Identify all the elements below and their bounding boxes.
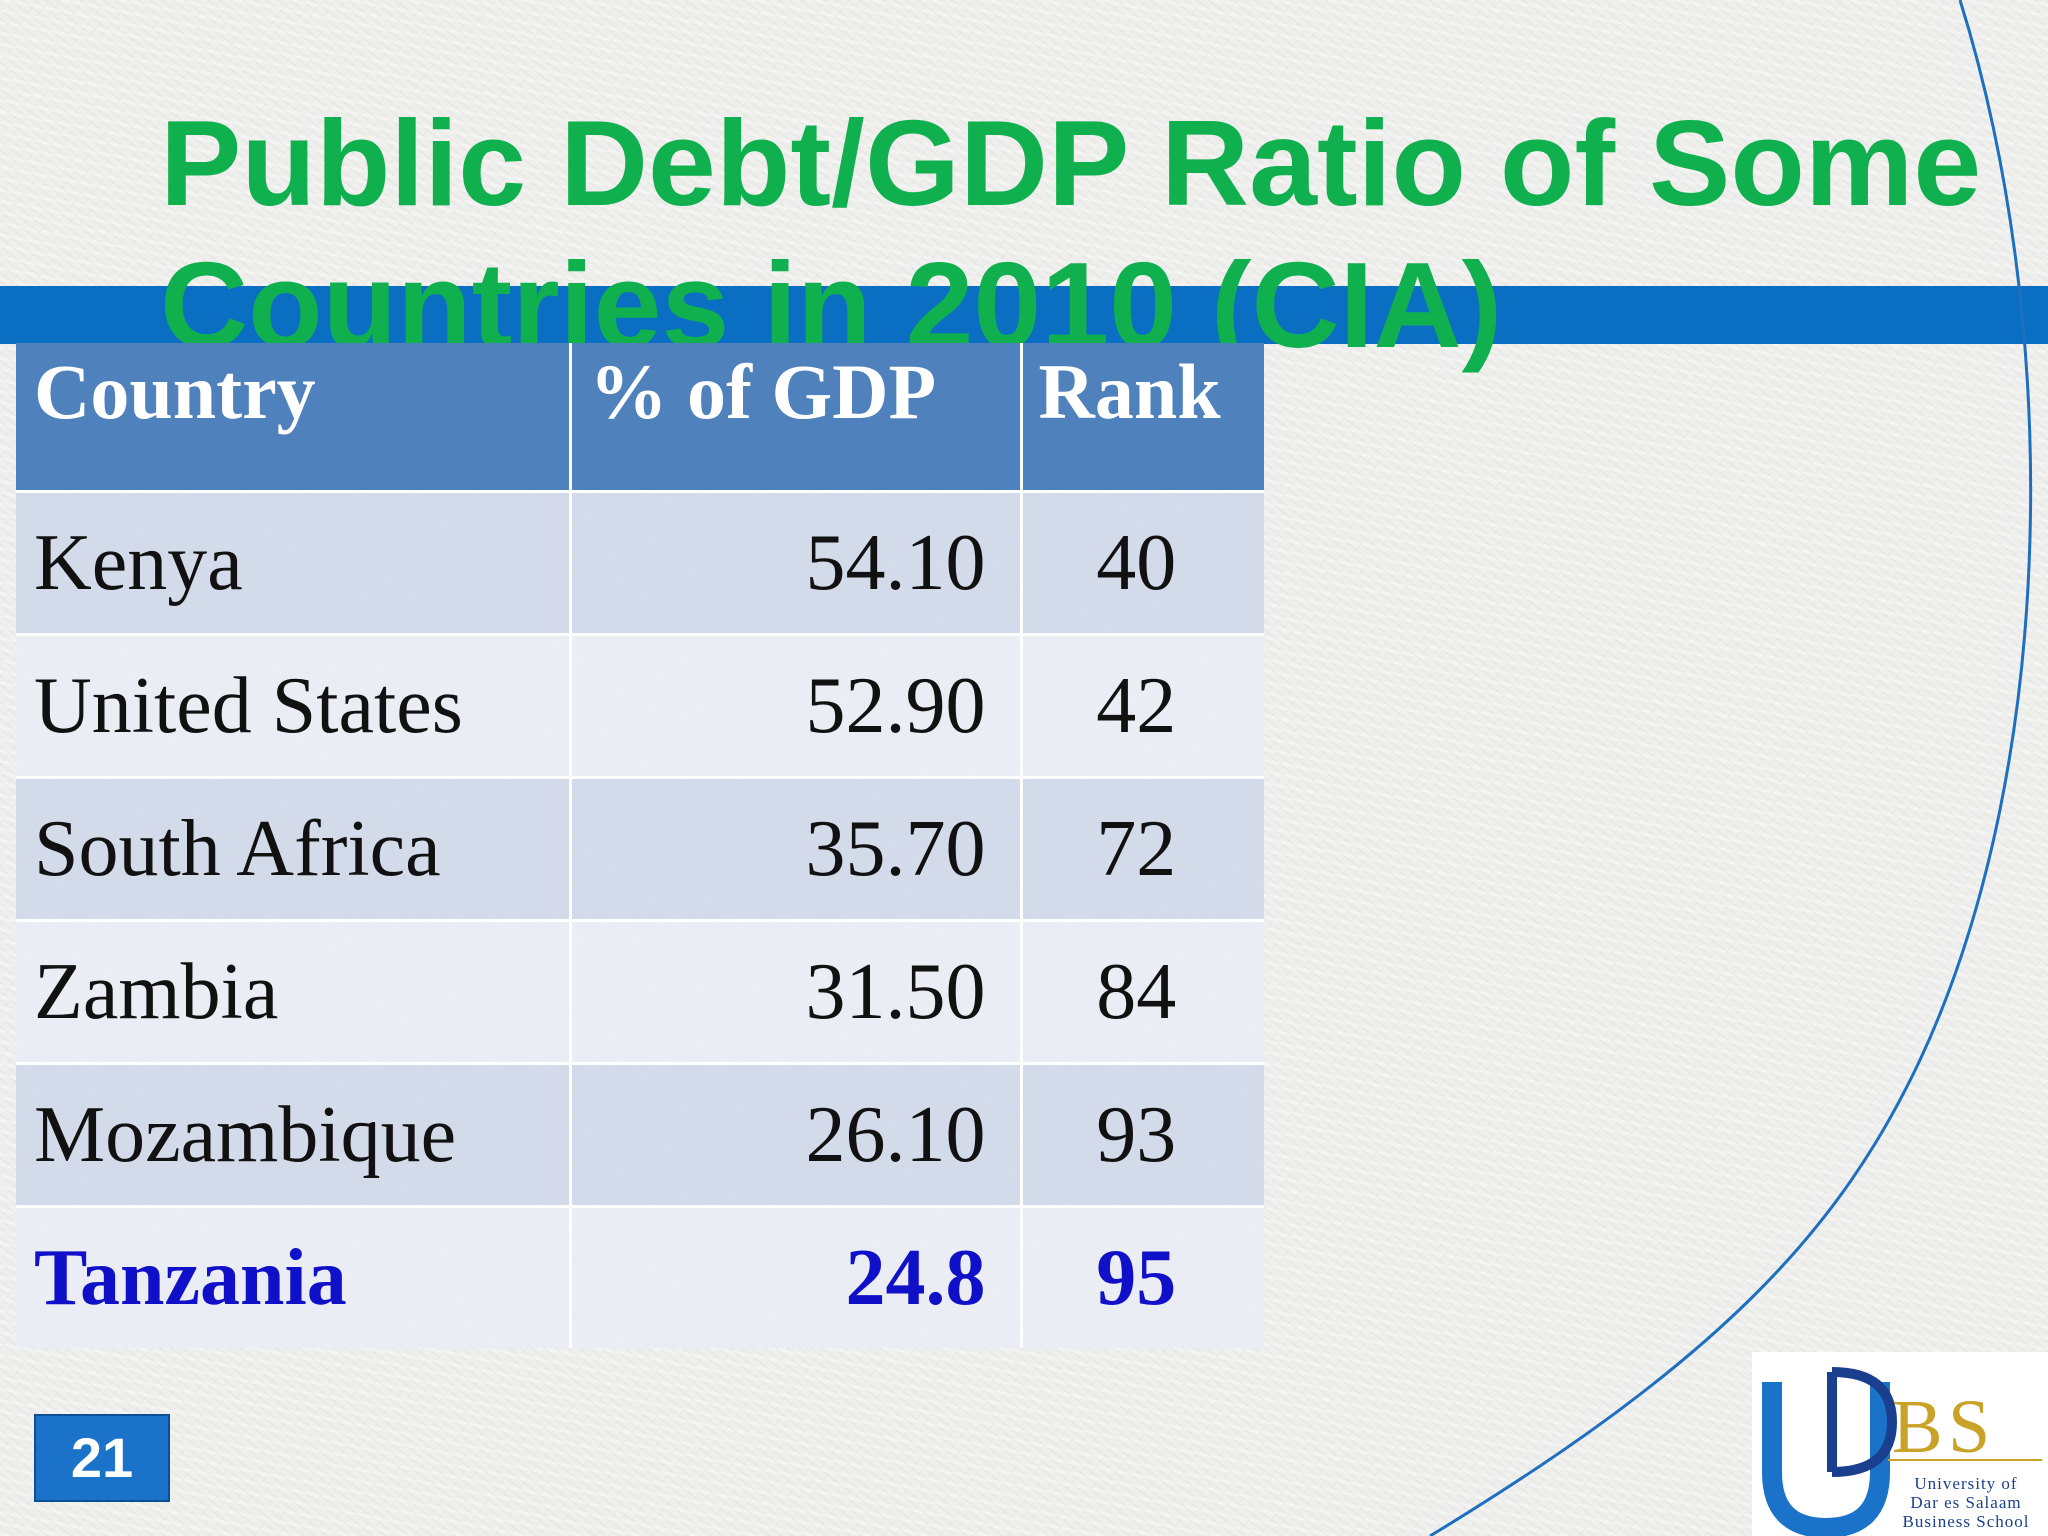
rank-cell: 42 [1021,633,1264,778]
pct-gdp-cell: 54.10 [570,490,1023,635]
table-row: Kenya 54.10 40 [16,490,1264,635]
rank-cell: 93 [1021,1062,1264,1207]
country-cell: Kenya [16,490,572,635]
country-cell: South Africa [16,776,572,921]
rank-cell: 95 [1021,1205,1264,1348]
country-cell: United States [16,633,572,778]
slide-number-badge: 21 [34,1414,170,1502]
column-header-pct-gdp: % of GDP [570,343,1023,492]
debt-table: Country % of GDP Rank Kenya 54.10 40 Uni… [16,343,1264,1348]
rank-cell: 84 [1021,919,1264,1064]
table-row: United States 52.90 42 [16,633,1264,778]
country-cell: Zambia [16,919,572,1064]
pct-gdp-cell: 24.8 [570,1205,1023,1348]
pct-gdp-cell: 26.10 [570,1062,1023,1207]
pct-gdp-cell: 35.70 [570,776,1023,921]
table-row: Zambia 31.50 84 [16,919,1264,1064]
pct-gdp-cell: 52.90 [570,633,1023,778]
country-cell: Tanzania [16,1205,572,1348]
table-row: South Africa 35.70 72 [16,776,1264,921]
udbs-logo: B S University of Dar es Salaam Business… [1752,1352,2048,1536]
logo-line-3: Business School [1902,1512,2030,1531]
logo-line-2: Dar es Salaam [1910,1493,2022,1512]
slide-title: Public Debt/GDP Ratio of Some Countries … [160,95,1982,373]
logo-line-1: University of [1914,1474,2018,1493]
table-row: Mozambique 26.10 93 [16,1062,1264,1207]
pct-gdp-cell: 31.50 [570,919,1023,1064]
table-row-highlighted: Tanzania 24.8 95 [16,1205,1264,1348]
udbs-logo-mark: B S [1762,1367,2042,1536]
column-header-rank: Rank [1021,343,1264,492]
svg-text:S: S [1948,1385,1990,1469]
table-header-row: Country % of GDP Rank [16,343,1264,492]
country-cell: Mozambique [16,1062,572,1207]
column-header-country: Country [16,343,572,492]
rank-cell: 72 [1021,776,1264,921]
svg-text:B: B [1892,1385,1943,1469]
rank-cell: 40 [1021,490,1264,635]
